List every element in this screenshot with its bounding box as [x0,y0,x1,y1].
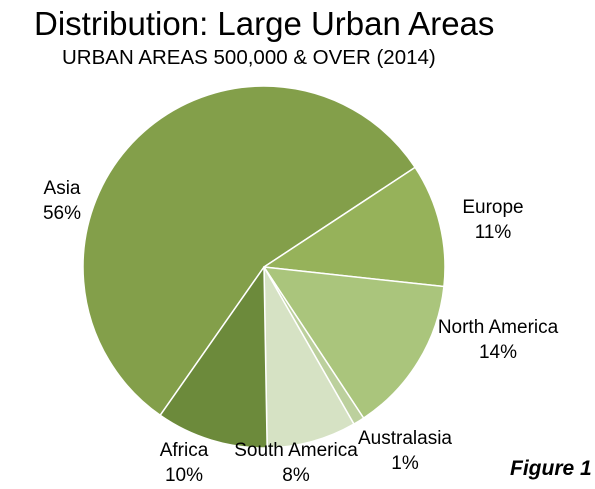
slice-label-europe: Europe [462,197,523,218]
pie-slice-africa [159,266,268,449]
slice-label-africa: Africa [160,440,209,461]
slice-value-africa: 10% [165,465,203,486]
slice-value-north-america: 14% [479,342,517,363]
slice-value-australasia: 1% [391,453,419,474]
slice-label-asia: Asia [44,178,81,199]
figure-label: Figure 1 [510,457,592,480]
slice-value-asia: 56% [43,203,81,224]
pie-slice-south-america [263,266,355,449]
slice-value-europe: 11% [475,222,512,243]
chart-title: Distribution: Large Urban Areas [34,5,495,42]
slice-label-australasia: Australasia [358,428,452,449]
slice-value-south-america: 8% [282,465,310,486]
pie-slices [82,85,446,449]
pie-slice-asia [82,85,416,417]
slice-label-south-america: South America [234,440,358,461]
pie-labels: Asia 56% Europe 11% North America 14% Australa… [43,178,559,486]
chart-subtitle: URBAN AREAS 500,000 & OVER (2014) [62,46,436,69]
pie-slice-north-america [263,266,445,419]
slice-label-north-america: North America [438,317,559,338]
pie-slice-europe [263,166,446,288]
